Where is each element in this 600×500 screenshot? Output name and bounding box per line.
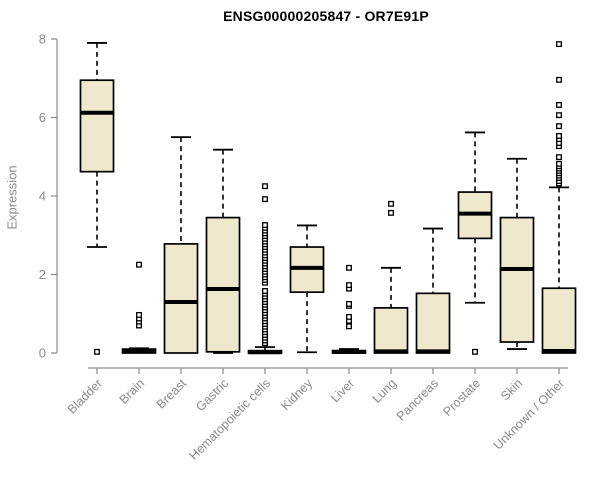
boxplot-lung-outlier-point [388, 200, 394, 207]
boxplot-bladder-outlier-point [94, 348, 100, 355]
x-tick-label-kidney: Kidney [278, 376, 315, 413]
x-tick-label-liver: Liver [328, 376, 357, 405]
x-tick-label-hematopoietic-cells: Hematopoietic cells [187, 376, 274, 463]
x-tick-label-gastric: Gastric [193, 376, 231, 414]
boxplot-brain-outlier-point [136, 311, 142, 318]
boxplot-unknown-other-box [541, 287, 577, 354]
boxplot-unknown-other-outlier-point [556, 123, 562, 130]
y-tick-label: 6 [39, 110, 46, 125]
x-tick-label-skin: Skin [498, 376, 525, 403]
x-tick-label-brain: Brain [117, 376, 148, 407]
boxplot-hematopoietic-cells-outlier-point [262, 222, 268, 228]
boxplot-liver-outlier-point [346, 264, 352, 271]
boxplot-liver-outlier-point [346, 323, 352, 330]
x-tick-label-lung: Lung [370, 376, 400, 406]
boxplot-gastric-box [205, 216, 241, 353]
boxplot-hematopoietic-cells-outlier-point [262, 183, 268, 190]
boxplot-brain-outlier-point [136, 261, 142, 268]
chart-title: ENSG00000205847 - OR7E91P [223, 8, 429, 24]
x-tick-label-breast: Breast [154, 376, 190, 412]
y-tick-label: 0 [39, 346, 46, 361]
boxplot-hematopoietic-cells-outlier-point [262, 196, 268, 203]
y-tick-label: 4 [39, 189, 46, 204]
boxplot-liver-outlier-point [346, 282, 352, 289]
boxplot-lung-box [373, 307, 409, 354]
boxplot-unknown-other-outlier-point [556, 160, 562, 167]
boxplot-unknown-other-outlier-point [556, 101, 562, 108]
boxplot-unknown-other-outlier-point [556, 112, 562, 119]
boxplot-unknown-other-outlier-point [556, 41, 562, 48]
boxplot-unknown-other-outlier-point [556, 154, 562, 161]
x-tick-label-bladder: Bladder [65, 376, 105, 416]
y-tick-label: 8 [39, 32, 46, 47]
boxplot-prostate-outlier-point [472, 348, 478, 355]
boxplot-unknown-other-outlier-point [556, 76, 562, 83]
x-tick-label-prostate: Prostate [440, 376, 483, 419]
x-tick-label-pancreas: Pancreas [394, 376, 441, 423]
boxplot-liver-outlier-point [346, 313, 352, 320]
boxplot-skin-box [499, 216, 535, 343]
y-axis-title: Expression [4, 165, 20, 230]
boxplot-bladder-box [79, 79, 115, 173]
y-tick-label: 2 [39, 267, 46, 282]
boxplot-liver-outlier-point [346, 300, 352, 307]
x-tick-label-unknown-other: Unknown / Other [491, 376, 567, 452]
boxplot-pancreas-box [415, 292, 451, 354]
boxplot-breast-box [163, 243, 199, 354]
boxplot-hematopoietic-cells-outlier-point [262, 288, 268, 294]
boxplot-unknown-other-outlier-point [556, 132, 562, 139]
boxplot-lung-outlier-point [388, 209, 394, 216]
